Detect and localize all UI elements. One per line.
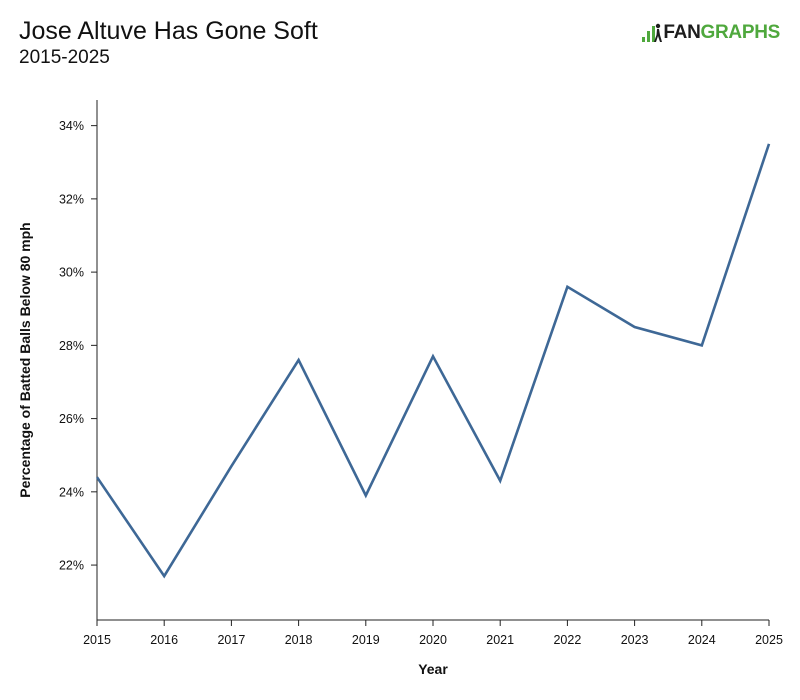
series-line [95,143,771,579]
chart-subtitle: 2015-2025 [19,47,110,68]
chart-title: Jose Altuve Has Gone Soft [19,17,318,45]
x-tick-label: 2020 [419,633,447,647]
logo-text-graphs: GRAPHS [700,22,781,43]
x-tick-label: 2021 [486,633,514,647]
y-tick-label: 28% [59,339,84,353]
chart-axes [96,100,769,621]
x-tick-label: 2022 [553,633,581,647]
fangraphs-logo-icon [642,23,663,42]
y-tick-label: 30% [59,266,84,280]
y-axis-ticks: 22% 24% 26% 28% 30% 32% 34% [59,119,97,573]
y-axis-title: Percentage of Batted Balls Below 80 mph [17,222,33,497]
x-tick-label: 2023 [621,633,649,647]
chart-series [95,143,771,579]
y-tick-label: 24% [59,485,84,499]
x-tick-label: 2017 [217,633,245,647]
x-tick-label: 2018 [285,633,313,647]
x-tick-label: 2019 [352,633,380,647]
y-tick-label: 26% [59,412,84,426]
logo-text-fan: FAN [663,22,701,43]
x-tick-label: 2015 [83,633,111,647]
x-axis-title: Year [418,661,448,677]
y-tick-label: 22% [59,559,84,573]
y-tick-label: 32% [59,192,84,206]
x-tick-label: 2016 [150,633,178,647]
fangraphs-logo: FAN GRAPHS [641,20,780,46]
y-tick-label: 34% [59,119,84,133]
x-tick-label: 2024 [688,633,716,647]
x-axis-ticks: 2015 2016 2017 2018 2019 2020 2021 2022 2023 2024… [83,620,783,647]
x-tick-label: 2025 [755,633,783,647]
